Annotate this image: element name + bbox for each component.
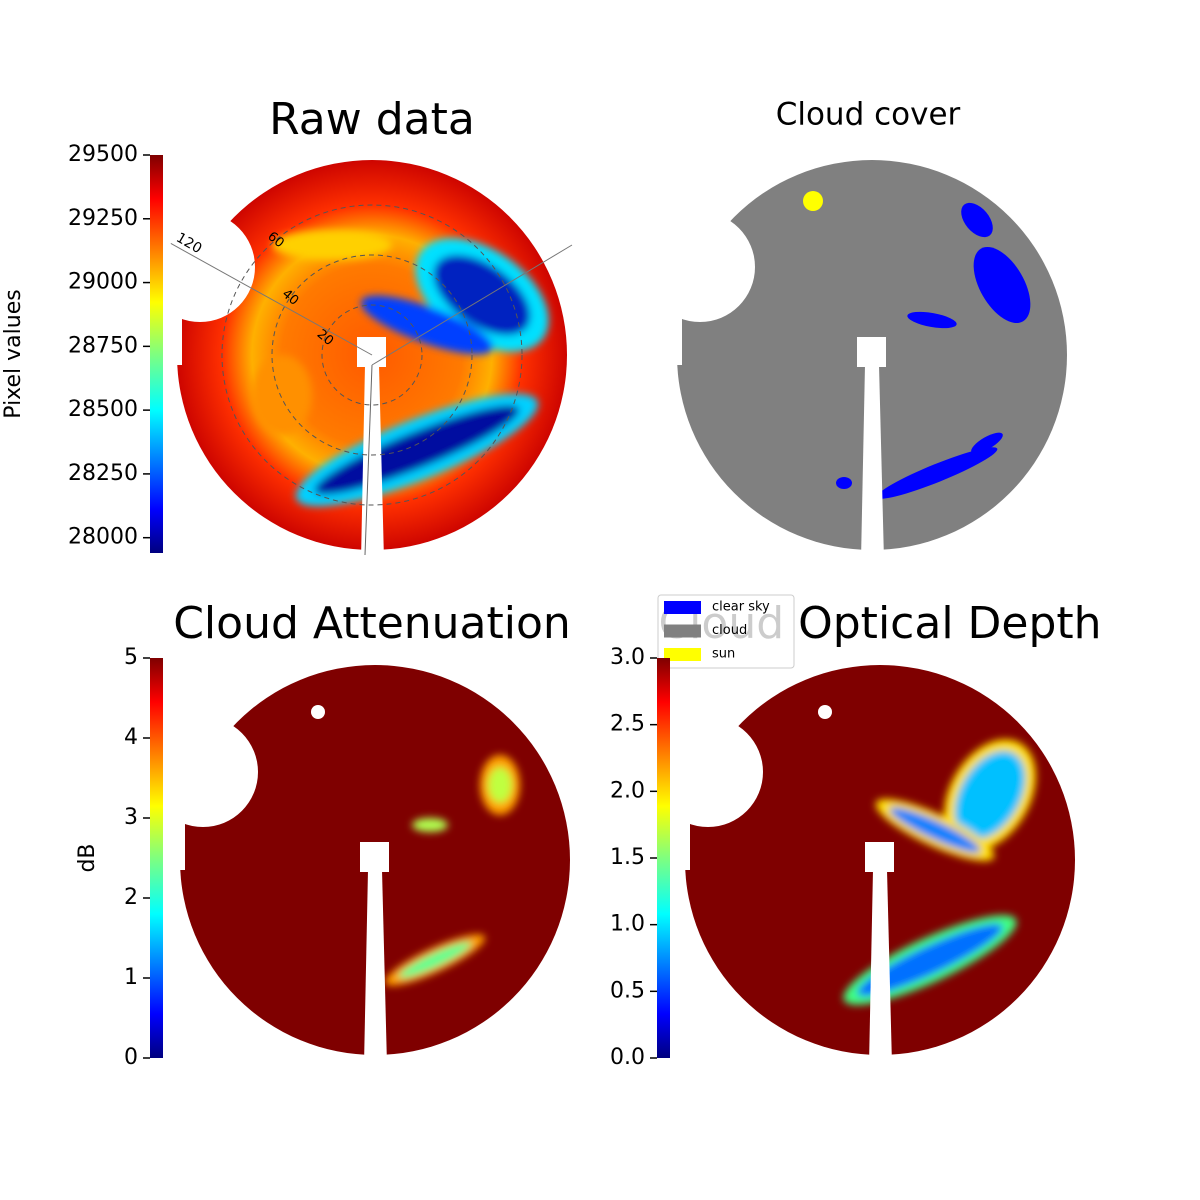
colorbar xyxy=(150,155,163,553)
colorbar-tick-label: 2.0 xyxy=(610,778,645,803)
polar-grid-circle xyxy=(221,204,523,506)
colorbar-tick-label: 0 xyxy=(124,1045,138,1070)
legend-swatch xyxy=(664,648,701,661)
sun xyxy=(803,191,823,211)
colorbar-tick-label: 1.0 xyxy=(610,912,645,937)
panel-title: Raw data xyxy=(269,94,475,145)
colorbar-tick-label: 0.5 xyxy=(610,978,645,1003)
legend-swatch xyxy=(664,601,701,614)
colorbar-tick-label: 29000 xyxy=(68,270,138,295)
panel-title: Cloud cover xyxy=(776,97,961,133)
legend-label: cloud xyxy=(712,623,747,638)
colorbar-label: Pixel values xyxy=(1,289,26,418)
colorbar-tick-label: 4 xyxy=(124,725,138,750)
colorbar-tick-label: 3 xyxy=(124,805,138,830)
colorbar-tick-label: 1.5 xyxy=(610,845,645,870)
colorbar-tick-label: 29500 xyxy=(68,142,138,167)
colorbar xyxy=(657,658,670,1058)
colorbar-tick-label: 28250 xyxy=(68,461,138,486)
colorbar-tick-label: 28750 xyxy=(68,333,138,358)
optical-depth-image xyxy=(680,660,1080,1065)
colorbar xyxy=(150,658,163,1058)
attenuation-image xyxy=(175,660,575,1065)
colorbar-tick-label: 2.5 xyxy=(610,712,645,737)
colorbar-tick-label: 2 xyxy=(124,885,138,910)
colorbar-tick-label: 29250 xyxy=(68,206,138,231)
legend: clear sky cloud sun xyxy=(657,594,795,669)
polar-grid-circle xyxy=(271,254,473,456)
colorbar-label: dB xyxy=(75,843,100,872)
cloud-cover-image xyxy=(672,155,1072,560)
legend-label: sun xyxy=(712,647,735,662)
colorbar-tick-label: 5 xyxy=(124,645,138,670)
clear-sky-area xyxy=(716,202,1031,499)
polar-theta-line xyxy=(170,243,373,356)
colorbar-tick-label: 28000 xyxy=(68,525,138,550)
colorbar-tick-label: 1 xyxy=(124,965,138,990)
polar-grid-circle xyxy=(321,304,423,406)
colorbar-tick-label: 3.0 xyxy=(610,645,645,670)
legend-swatch xyxy=(664,624,701,638)
legend-label: clear sky xyxy=(712,600,770,615)
colorbar-tick-label: 0.0 xyxy=(610,1045,645,1070)
panel-title: Cloud Attenuation xyxy=(173,598,571,649)
colorbar-tick-label: 28500 xyxy=(68,397,138,422)
